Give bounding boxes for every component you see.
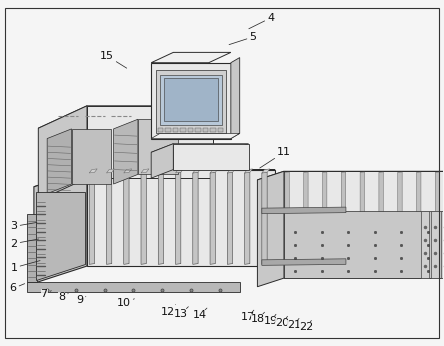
Polygon shape — [398, 172, 402, 277]
Text: 4: 4 — [249, 13, 274, 29]
Polygon shape — [188, 128, 193, 132]
Polygon shape — [141, 172, 147, 264]
Polygon shape — [210, 128, 216, 132]
Polygon shape — [195, 128, 201, 132]
Polygon shape — [262, 169, 270, 173]
Polygon shape — [158, 169, 166, 173]
Polygon shape — [27, 282, 240, 292]
Polygon shape — [163, 78, 218, 121]
Text: 8: 8 — [58, 292, 68, 302]
Polygon shape — [151, 63, 231, 138]
Polygon shape — [47, 129, 71, 194]
Polygon shape — [155, 70, 226, 133]
Polygon shape — [138, 119, 178, 174]
Polygon shape — [285, 172, 289, 277]
Polygon shape — [210, 172, 215, 264]
Polygon shape — [227, 172, 233, 264]
Text: 11: 11 — [260, 147, 291, 168]
Polygon shape — [173, 128, 178, 132]
Text: 15: 15 — [100, 51, 127, 68]
Text: 10: 10 — [117, 298, 135, 308]
Polygon shape — [141, 169, 149, 173]
Text: 14: 14 — [193, 308, 207, 320]
Polygon shape — [262, 259, 346, 265]
Text: 7: 7 — [40, 289, 52, 299]
Polygon shape — [218, 128, 223, 132]
Polygon shape — [193, 169, 201, 173]
Polygon shape — [304, 172, 308, 277]
Polygon shape — [36, 192, 85, 280]
Polygon shape — [262, 207, 346, 214]
Polygon shape — [360, 172, 365, 277]
Polygon shape — [34, 170, 275, 187]
Polygon shape — [27, 215, 37, 282]
Polygon shape — [193, 172, 198, 264]
Polygon shape — [87, 170, 275, 266]
Polygon shape — [151, 144, 249, 152]
Polygon shape — [431, 211, 439, 278]
Polygon shape — [262, 172, 267, 264]
Text: 18: 18 — [251, 312, 266, 324]
Text: 6: 6 — [10, 283, 25, 293]
Polygon shape — [284, 171, 444, 278]
Polygon shape — [89, 172, 95, 264]
Polygon shape — [227, 169, 235, 173]
Text: 5: 5 — [229, 32, 257, 45]
Polygon shape — [71, 129, 111, 184]
Polygon shape — [151, 133, 240, 138]
Text: 3: 3 — [11, 221, 37, 231]
Polygon shape — [341, 172, 346, 277]
Text: 9: 9 — [76, 295, 86, 305]
Text: 12: 12 — [161, 304, 175, 317]
Polygon shape — [124, 172, 129, 264]
Polygon shape — [175, 172, 181, 264]
Polygon shape — [245, 172, 250, 264]
Text: 17: 17 — [241, 310, 255, 322]
Polygon shape — [203, 128, 208, 132]
Polygon shape — [114, 119, 138, 184]
Polygon shape — [107, 172, 112, 264]
Polygon shape — [210, 169, 218, 173]
Polygon shape — [421, 211, 429, 278]
Polygon shape — [165, 128, 170, 132]
Polygon shape — [440, 211, 444, 278]
Polygon shape — [124, 169, 132, 173]
Polygon shape — [158, 128, 163, 132]
Text: 19: 19 — [264, 314, 278, 326]
Polygon shape — [89, 169, 97, 173]
Polygon shape — [173, 144, 249, 170]
Text: 1: 1 — [11, 261, 40, 273]
Text: 2: 2 — [10, 239, 39, 249]
Polygon shape — [435, 172, 440, 277]
Polygon shape — [38, 106, 87, 201]
Polygon shape — [158, 172, 163, 264]
Polygon shape — [416, 172, 421, 277]
Polygon shape — [322, 172, 327, 277]
Polygon shape — [175, 169, 183, 173]
Polygon shape — [284, 211, 444, 278]
Polygon shape — [151, 144, 173, 178]
Polygon shape — [258, 171, 444, 180]
Polygon shape — [231, 57, 240, 138]
Text: 21: 21 — [287, 318, 301, 330]
Polygon shape — [160, 75, 222, 125]
Polygon shape — [379, 172, 383, 277]
Polygon shape — [258, 171, 284, 287]
Polygon shape — [180, 128, 186, 132]
Polygon shape — [87, 106, 213, 178]
Polygon shape — [34, 170, 87, 283]
Polygon shape — [107, 169, 115, 173]
Text: 22: 22 — [299, 320, 313, 333]
Text: 13: 13 — [174, 307, 188, 319]
Text: 20: 20 — [275, 316, 289, 328]
Polygon shape — [151, 52, 231, 63]
Polygon shape — [245, 169, 253, 173]
Polygon shape — [38, 106, 213, 128]
